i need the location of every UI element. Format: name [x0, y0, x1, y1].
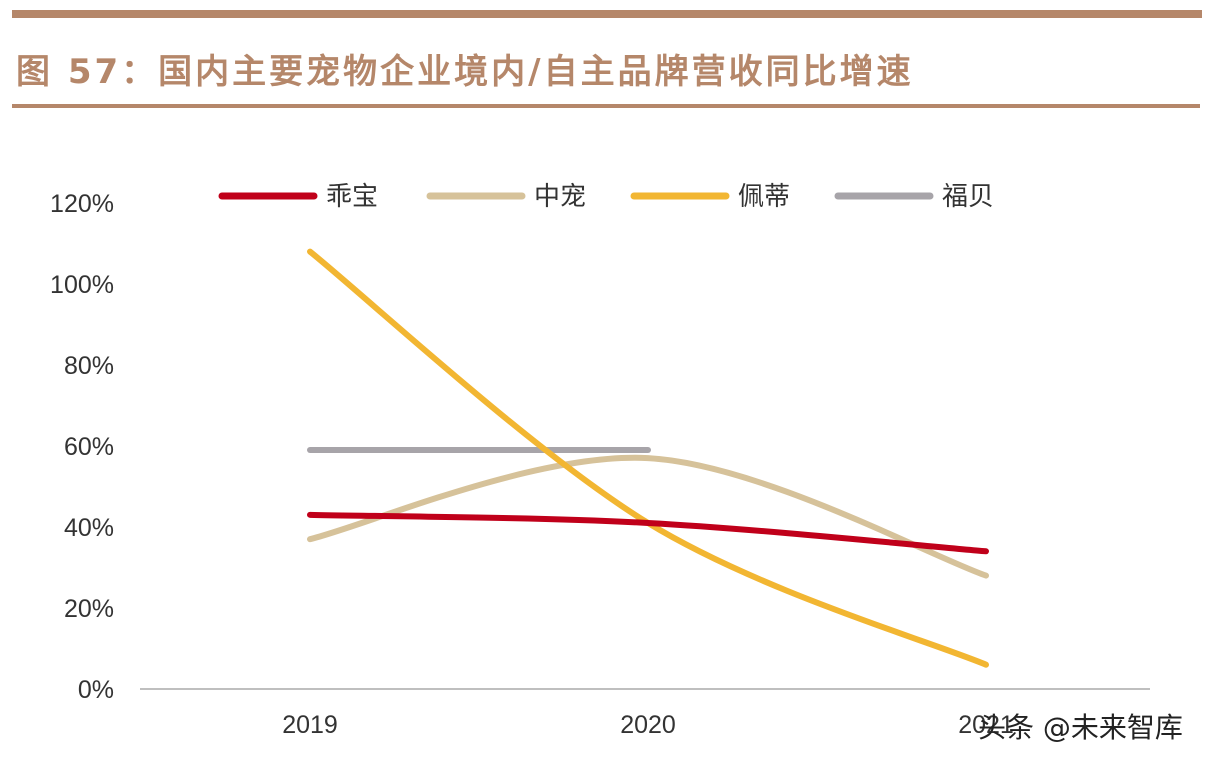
title-bottom-rule [12, 104, 1200, 108]
title-top-rule [12, 10, 1202, 18]
legend-label: 乖宝 [326, 182, 378, 212]
y-tick-label: 0% [78, 676, 114, 704]
chart-title: 图 57：国内主要宠物企业境内/自主品牌营收同比增速 [16, 52, 914, 92]
y-tick-label: 20% [64, 595, 114, 623]
y-tick-label: 40% [64, 514, 114, 542]
series-line-0 [307, 511, 989, 555]
legend: 乖宝 中宠 佩蒂 福贝 [218, 182, 994, 212]
legend-label: 佩蒂 [738, 182, 790, 212]
x-tick-label: 2019 [282, 711, 338, 739]
watermark: 头条 @未来智库 [978, 711, 1183, 744]
x-tick-label: 2021 [958, 711, 1014, 739]
x-axis: 2019 2020 2021 [282, 711, 1014, 739]
series-layer [307, 248, 989, 668]
x-tick-label: 2020 [620, 711, 676, 739]
y-axis: 0% 20% 40% 60% 80% 100% 120% [50, 190, 114, 704]
legend-label: 福贝 [942, 182, 994, 212]
y-tick-label: 60% [64, 433, 114, 461]
legend-label: 中宠 [534, 182, 586, 212]
y-tick-label: 100% [50, 271, 114, 299]
y-tick-label: 80% [64, 352, 114, 380]
y-tick-label: 120% [50, 190, 114, 218]
